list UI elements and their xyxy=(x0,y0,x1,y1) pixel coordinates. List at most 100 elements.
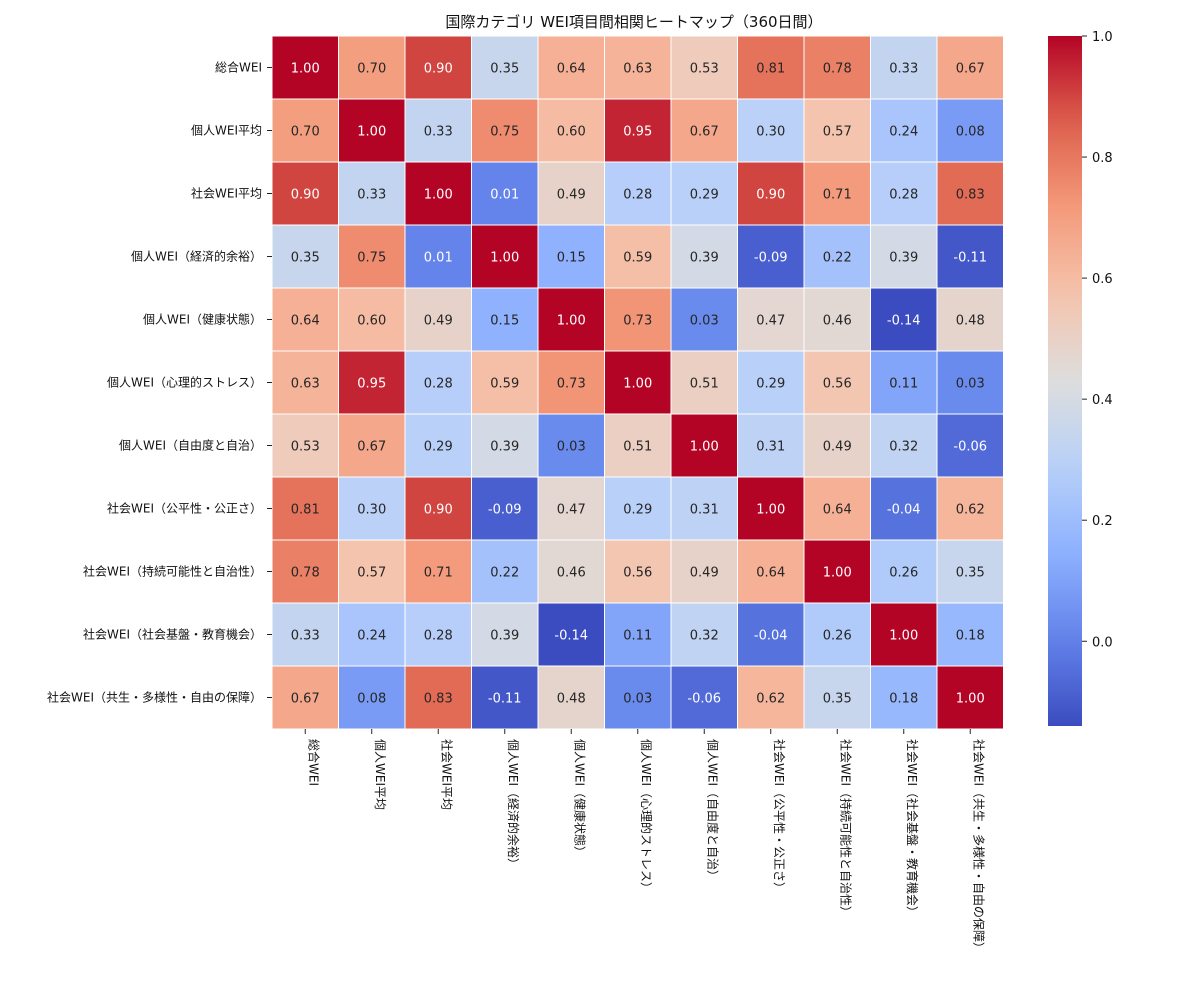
cell-value-label: 0.03 xyxy=(557,440,586,455)
cell-value-label: 0.39 xyxy=(690,251,719,266)
cell-value-label: 0.67 xyxy=(690,125,719,140)
row-label: 総合WEI xyxy=(215,60,262,75)
cell-value-label: 0.29 xyxy=(424,440,453,455)
cell-value-label: 1.00 xyxy=(823,566,852,581)
heatmap-cell xyxy=(936,161,1004,226)
cell-value-label: 0.28 xyxy=(424,377,453,392)
cell-value-label: 0.63 xyxy=(291,377,320,392)
row-label: 個人WEI（心理的ストレス） xyxy=(107,375,262,390)
colorbar-tick-label: 0.2 xyxy=(1092,514,1113,529)
heatmap-cell xyxy=(936,665,1004,730)
heatmap-cell xyxy=(604,35,672,100)
colorbar-tick-label: 0.8 xyxy=(1092,151,1113,166)
cell-value-label: 0.51 xyxy=(690,377,719,392)
cell-value-label: 0.71 xyxy=(823,188,852,203)
heatmap-cell xyxy=(604,98,672,163)
heatmap-cell xyxy=(737,665,805,730)
heatmap-cell xyxy=(471,476,539,541)
cell-value-label: 0.24 xyxy=(357,629,386,644)
heatmap-cell xyxy=(803,161,871,226)
heatmap-cell xyxy=(870,476,938,541)
heatmap-cell xyxy=(604,287,672,352)
heatmap-cell xyxy=(936,287,1004,352)
heatmap-cell xyxy=(870,539,938,604)
cell-value-label: 0.71 xyxy=(424,566,453,581)
cell-value-label: 0.28 xyxy=(623,188,652,203)
heatmap-cell xyxy=(471,287,539,352)
heatmap-cell xyxy=(803,602,871,667)
column-label: 個人WEI（健康状態） xyxy=(572,739,587,858)
heatmap-cell xyxy=(537,602,605,667)
heatmap-cell xyxy=(604,350,672,415)
cell-value-label: -0.04 xyxy=(754,629,788,644)
heatmap-cell xyxy=(803,287,871,352)
cell-value-label: 0.67 xyxy=(956,62,985,77)
column-label: 社会WEI平均 xyxy=(439,739,454,810)
cell-value-label: 0.33 xyxy=(357,188,386,203)
cell-value-label: 0.63 xyxy=(623,62,652,77)
cell-value-label: 0.67 xyxy=(357,440,386,455)
heatmap-cell xyxy=(471,539,539,604)
cell-value-label: 0.83 xyxy=(424,692,453,707)
heatmap-cell xyxy=(271,287,339,352)
cell-value-label: -0.11 xyxy=(488,692,522,707)
cell-value-label: 0.78 xyxy=(823,62,852,77)
heatmap-cell xyxy=(471,35,539,100)
cell-value-label: 1.00 xyxy=(756,503,785,518)
cell-value-label: -0.04 xyxy=(887,503,921,518)
cell-value-label: 0.59 xyxy=(490,377,519,392)
cell-value-label: 0.33 xyxy=(889,62,918,77)
cell-value-label: 0.49 xyxy=(690,566,719,581)
cell-value-label: 0.39 xyxy=(490,629,519,644)
cell-value-label: 1.00 xyxy=(490,251,519,266)
heatmap-cell xyxy=(670,476,738,541)
column-labels: 総合WEI 個人WEI平均 社会WEI平均 個人WEI（経済的余裕） 個人WEI（健康状… xyxy=(304,729,986,954)
heatmap-cell xyxy=(803,350,871,415)
cell-value-label: 0.24 xyxy=(889,125,918,140)
cell-value-label: 0.22 xyxy=(490,566,519,581)
heatmap-cell xyxy=(803,98,871,163)
cell-value-label: -0.06 xyxy=(687,692,721,707)
cell-value-label: 0.30 xyxy=(756,125,785,140)
heatmap-cell xyxy=(271,602,339,667)
cell-value-label: 0.62 xyxy=(956,503,985,518)
cell-value-label: -0.09 xyxy=(488,503,522,518)
cell-value-label: 0.35 xyxy=(490,62,519,77)
cell-value-label: 0.75 xyxy=(357,251,386,266)
heatmap-cell xyxy=(471,224,539,289)
cell-value-label: 0.81 xyxy=(291,503,320,518)
column-label: 個人WEI（経済的余裕） xyxy=(506,739,521,870)
heatmap-cell xyxy=(271,350,339,415)
cell-value-label: 0.83 xyxy=(956,188,985,203)
row-label: 個人WEI（健康状態） xyxy=(143,312,262,327)
cell-value-label: 0.48 xyxy=(557,692,586,707)
cell-value-label: 0.22 xyxy=(823,251,852,266)
heatmap-cell xyxy=(338,35,406,100)
cell-value-label: 0.67 xyxy=(291,692,320,707)
cell-value-label: 0.78 xyxy=(291,566,320,581)
cell-value-label: 0.18 xyxy=(889,692,918,707)
heatmap-cell xyxy=(803,539,871,604)
heatmap-cell xyxy=(338,476,406,541)
row-label: 社会WEI（共生・多様性・自由の保障） xyxy=(47,690,262,705)
heatmap-cell xyxy=(737,413,805,478)
cell-value-label: 0.56 xyxy=(623,566,652,581)
heatmap-cell xyxy=(404,161,472,226)
column-label: 社会WEI（持続可能性と自治性） xyxy=(838,739,853,918)
row-label: 社会WEI（社会基盤・教育機会） xyxy=(83,627,262,642)
cell-value-label: -0.11 xyxy=(953,251,987,266)
cell-value-label: 0.64 xyxy=(557,62,586,77)
column-label: 個人WEI（自由度と自治） xyxy=(705,739,720,882)
heatmap-cell xyxy=(404,35,472,100)
cell-value-label: 1.00 xyxy=(623,377,652,392)
cell-value-label: 0.53 xyxy=(291,440,320,455)
cell-value-label: 0.57 xyxy=(357,566,386,581)
cell-value-label: 0.60 xyxy=(557,125,586,140)
cell-value-label: 0.90 xyxy=(756,188,785,203)
heatmap-cell xyxy=(670,224,738,289)
cell-value-label: 0.57 xyxy=(823,125,852,140)
cell-value-label: 0.95 xyxy=(623,125,652,140)
colorbar-tick-label: 0.6 xyxy=(1092,272,1113,287)
colorbar-tick-label: 1.0 xyxy=(1092,30,1113,45)
